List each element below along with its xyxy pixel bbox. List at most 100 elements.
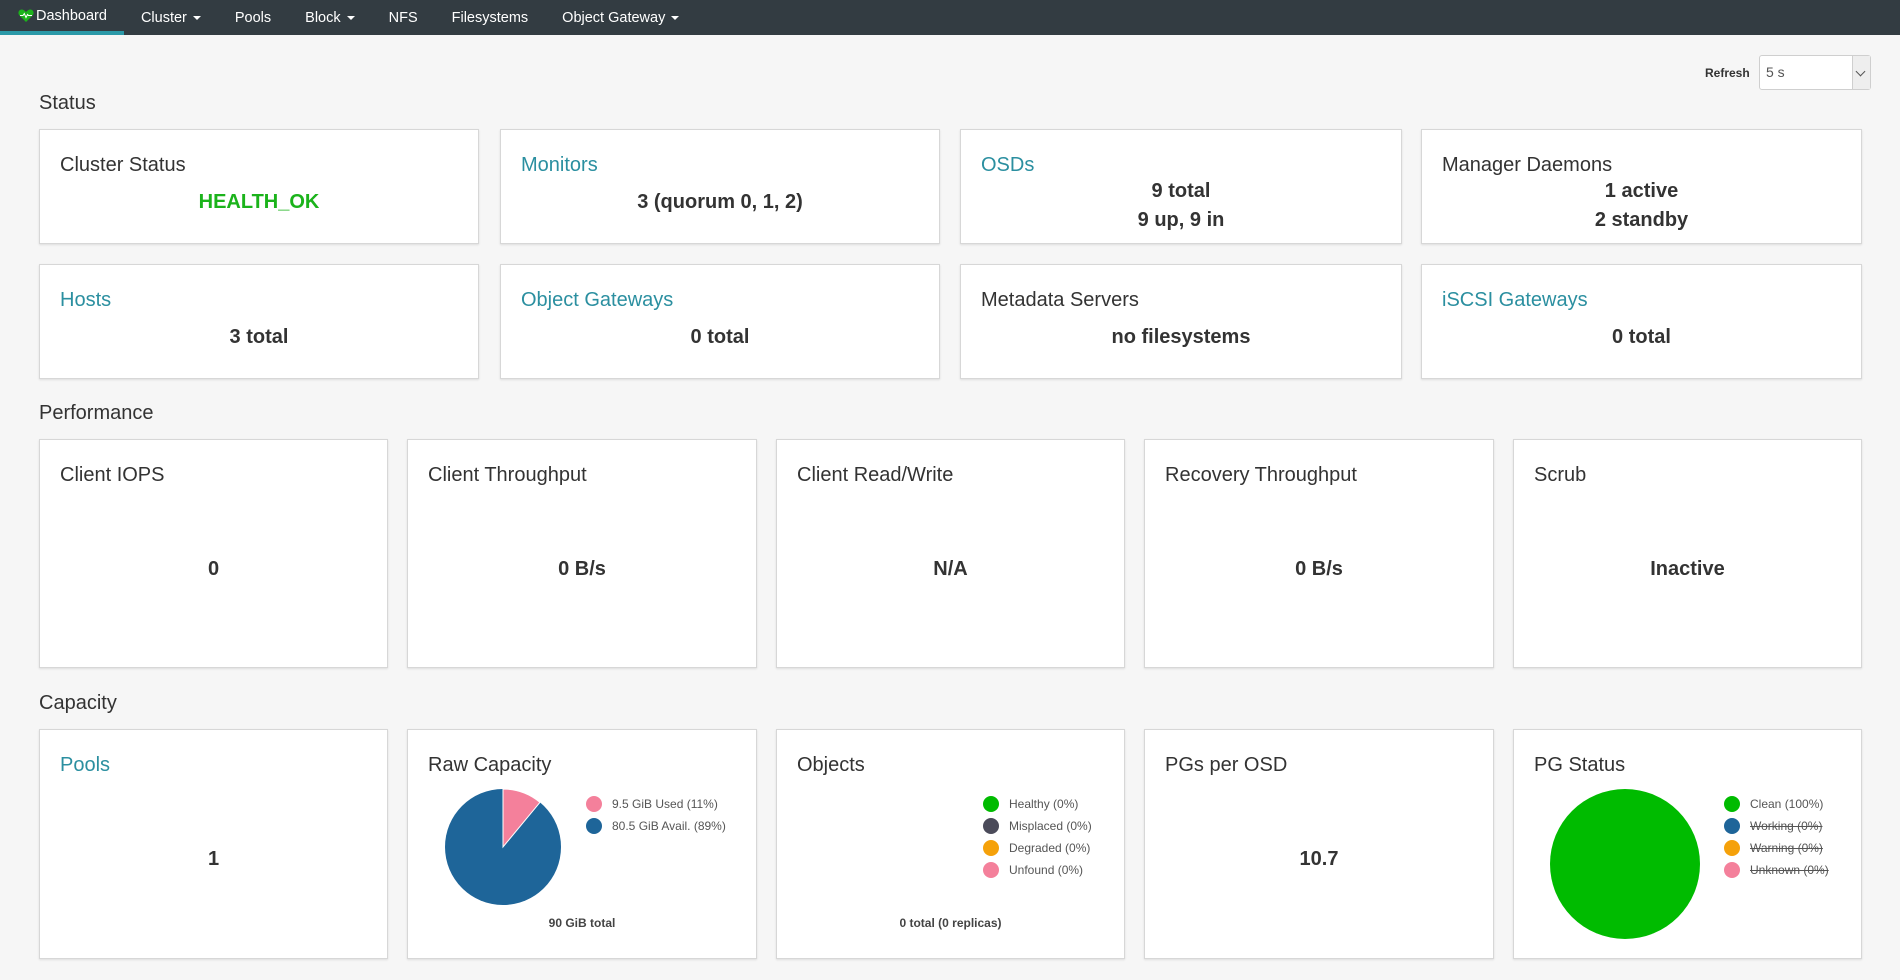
card-metadata-servers: Metadata Servers no filesystems <box>960 264 1402 379</box>
card-title: Objects <box>797 754 865 776</box>
nav-block-label: Block <box>305 9 341 26</box>
pools-link[interactable]: Pools <box>60 754 111 776</box>
scrub-value: Inactive <box>1650 558 1725 580</box>
legend-label: Healthy (0%) <box>1009 797 1079 811</box>
legend-label: Working (0%) <box>1750 819 1823 833</box>
legend-swatch <box>586 796 602 812</box>
card-title: Raw Capacity <box>428 754 552 776</box>
manager-active: 1 active <box>1604 180 1679 202</box>
card-monitors: Monitors 3 (quorum 0, 1, 2) <box>500 129 940 244</box>
caret-down-icon <box>346 15 355 20</box>
card-pools: Pools 1 <box>39 729 388 959</box>
manager-standby: 2 standby <box>1594 209 1689 231</box>
nav-block[interactable]: Block <box>288 0 371 35</box>
refresh-interval-value: 5 s <box>1766 64 1785 80</box>
legend-label: 9.5 GiB Used (11%) <box>612 797 718 811</box>
section-title-performance: Performance <box>39 402 154 424</box>
caret-down-icon <box>671 15 680 20</box>
pie-slice-used <box>502 788 541 849</box>
card-manager-daemons: Manager Daemons 1 active 2 standby <box>1421 129 1862 244</box>
card-title: Manager Daemons <box>1442 154 1613 176</box>
hosts-link[interactable]: Hosts <box>60 289 112 311</box>
pools-value: 1 <box>207 848 220 870</box>
card-recovery-throughput: Recovery Throughput 0 B/s <box>1144 439 1494 668</box>
recovery-throughput-value: 0 B/s <box>1295 558 1343 580</box>
nav-nfs[interactable]: NFS <box>372 0 435 35</box>
nav-pools-label: Pools <box>234 9 272 26</box>
nav-object-gateway[interactable]: Object Gateway <box>545 0 696 35</box>
legend-swatch <box>1724 862 1740 878</box>
caret-down-icon <box>192 15 201 20</box>
pg-status-legend: Clean (100%) Working (0%) Warning (0%) U… <box>1724 793 1829 881</box>
card-iscsi-gateways: iSCSI Gateways 0 total <box>1421 264 1862 379</box>
health-status-value: HEALTH_OK <box>198 191 320 213</box>
nav-dashboard-label: Dashboard <box>36 7 107 24</box>
monitors-link[interactable]: Monitors <box>521 154 598 176</box>
card-client-iops: Client IOPS 0 <box>39 439 388 668</box>
nav-cluster-label: Cluster <box>140 9 187 26</box>
object-gateways-link[interactable]: Object Gateways <box>521 289 674 311</box>
pg-status-pie-chart <box>1550 789 1700 939</box>
legend-label: Misplaced (0%) <box>1009 819 1092 833</box>
pgs-per-osd-value: 10.7 <box>1299 848 1339 870</box>
iscsi-gateways-link[interactable]: iSCSI Gateways <box>1442 289 1588 311</box>
legend-label: Unknown (0%) <box>1750 863 1829 877</box>
heartbeat-icon <box>18 9 34 22</box>
legend-label: 80.5 GiB Avail. (89%) <box>612 819 726 833</box>
card-title: Client Throughput <box>428 464 587 486</box>
client-read-write-value: N/A <box>933 558 968 580</box>
card-scrub: Scrub Inactive <box>1513 439 1862 668</box>
card-raw-capacity: Raw Capacity 9.5 GiB Used (11%) 80.5 GiB… <box>407 729 757 959</box>
osds-link[interactable]: OSDs <box>981 154 1035 176</box>
section-title-status: Status <box>39 92 96 114</box>
card-pgs-per-osd: PGs per OSD 10.7 <box>1144 729 1494 959</box>
chevron-down-icon[interactable] <box>1852 56 1870 89</box>
monitors-value: 3 (quorum 0, 1, 2) <box>637 191 803 213</box>
nav-pools[interactable]: Pools <box>218 0 288 35</box>
raw-capacity-pie-chart <box>445 788 561 905</box>
legend-item-misplaced: Misplaced (0%) <box>983 815 1092 837</box>
card-title: Metadata Servers <box>981 289 1139 311</box>
iscsi-gateways-value: 0 total <box>1612 326 1671 348</box>
legend-swatch <box>983 862 999 878</box>
card-title: Client IOPS <box>60 464 165 486</box>
client-iops-value: 0 <box>207 558 220 580</box>
legend-swatch <box>1724 818 1740 834</box>
card-object-gateways: Object Gateways 0 total <box>500 264 940 379</box>
legend-item-available: 80.5 GiB Avail. (89%) <box>586 815 726 837</box>
nav-cluster[interactable]: Cluster <box>124 0 218 35</box>
object-gateways-value: 0 total <box>690 326 750 348</box>
nav-dashboard[interactable]: Dashboard <box>0 0 124 35</box>
legend-label: Degraded (0%) <box>1009 841 1091 855</box>
legend-item-clean[interactable]: Clean (100%) <box>1724 793 1829 815</box>
legend-swatch <box>983 818 999 834</box>
legend-swatch <box>1724 840 1740 856</box>
card-objects: Objects Healthy (0%) Misplaced (0%) Degr… <box>776 729 1125 959</box>
card-title: Recovery Throughput <box>1165 464 1357 486</box>
legend-label: Warning (0%) <box>1750 841 1823 855</box>
legend-item-unknown[interactable]: Unknown (0%) <box>1724 859 1829 881</box>
legend-item-healthy: Healthy (0%) <box>983 793 1092 815</box>
client-throughput-value: 0 B/s <box>558 558 606 580</box>
objects-legend: Healthy (0%) Misplaced (0%) Degraded (0%… <box>983 793 1092 881</box>
card-client-read-write: Client Read/Write N/A <box>776 439 1125 668</box>
legend-item-warning[interactable]: Warning (0%) <box>1724 837 1829 859</box>
section-title-capacity: Capacity <box>39 692 117 714</box>
nav-object-gateway-label: Object Gateway <box>562 9 666 26</box>
refresh-label: Refresh <box>1705 66 1750 80</box>
nav-filesystems[interactable]: Filesystems <box>435 0 546 35</box>
card-pg-status: PG Status Clean (100%) Working (0%) Warn… <box>1513 729 1862 959</box>
card-title: PG Status <box>1534 754 1626 776</box>
card-title: Client Read/Write <box>797 464 954 486</box>
card-title: Cluster Status <box>60 154 186 176</box>
legend-swatch <box>983 840 999 856</box>
hosts-value: 3 total <box>229 326 289 348</box>
legend-label: Unfound (0%) <box>1009 863 1084 877</box>
objects-total: 0 total (0 replicas) <box>899 916 1002 930</box>
osds-up-in: 9 up, 9 in <box>1137 209 1225 231</box>
refresh-interval-select[interactable]: 5 s <box>1759 55 1871 90</box>
pie-slice-clean <box>1550 789 1700 939</box>
legend-swatch <box>586 818 602 834</box>
card-osds: OSDs 9 total 9 up, 9 in <box>960 129 1402 244</box>
legend-item-working[interactable]: Working (0%) <box>1724 815 1829 837</box>
